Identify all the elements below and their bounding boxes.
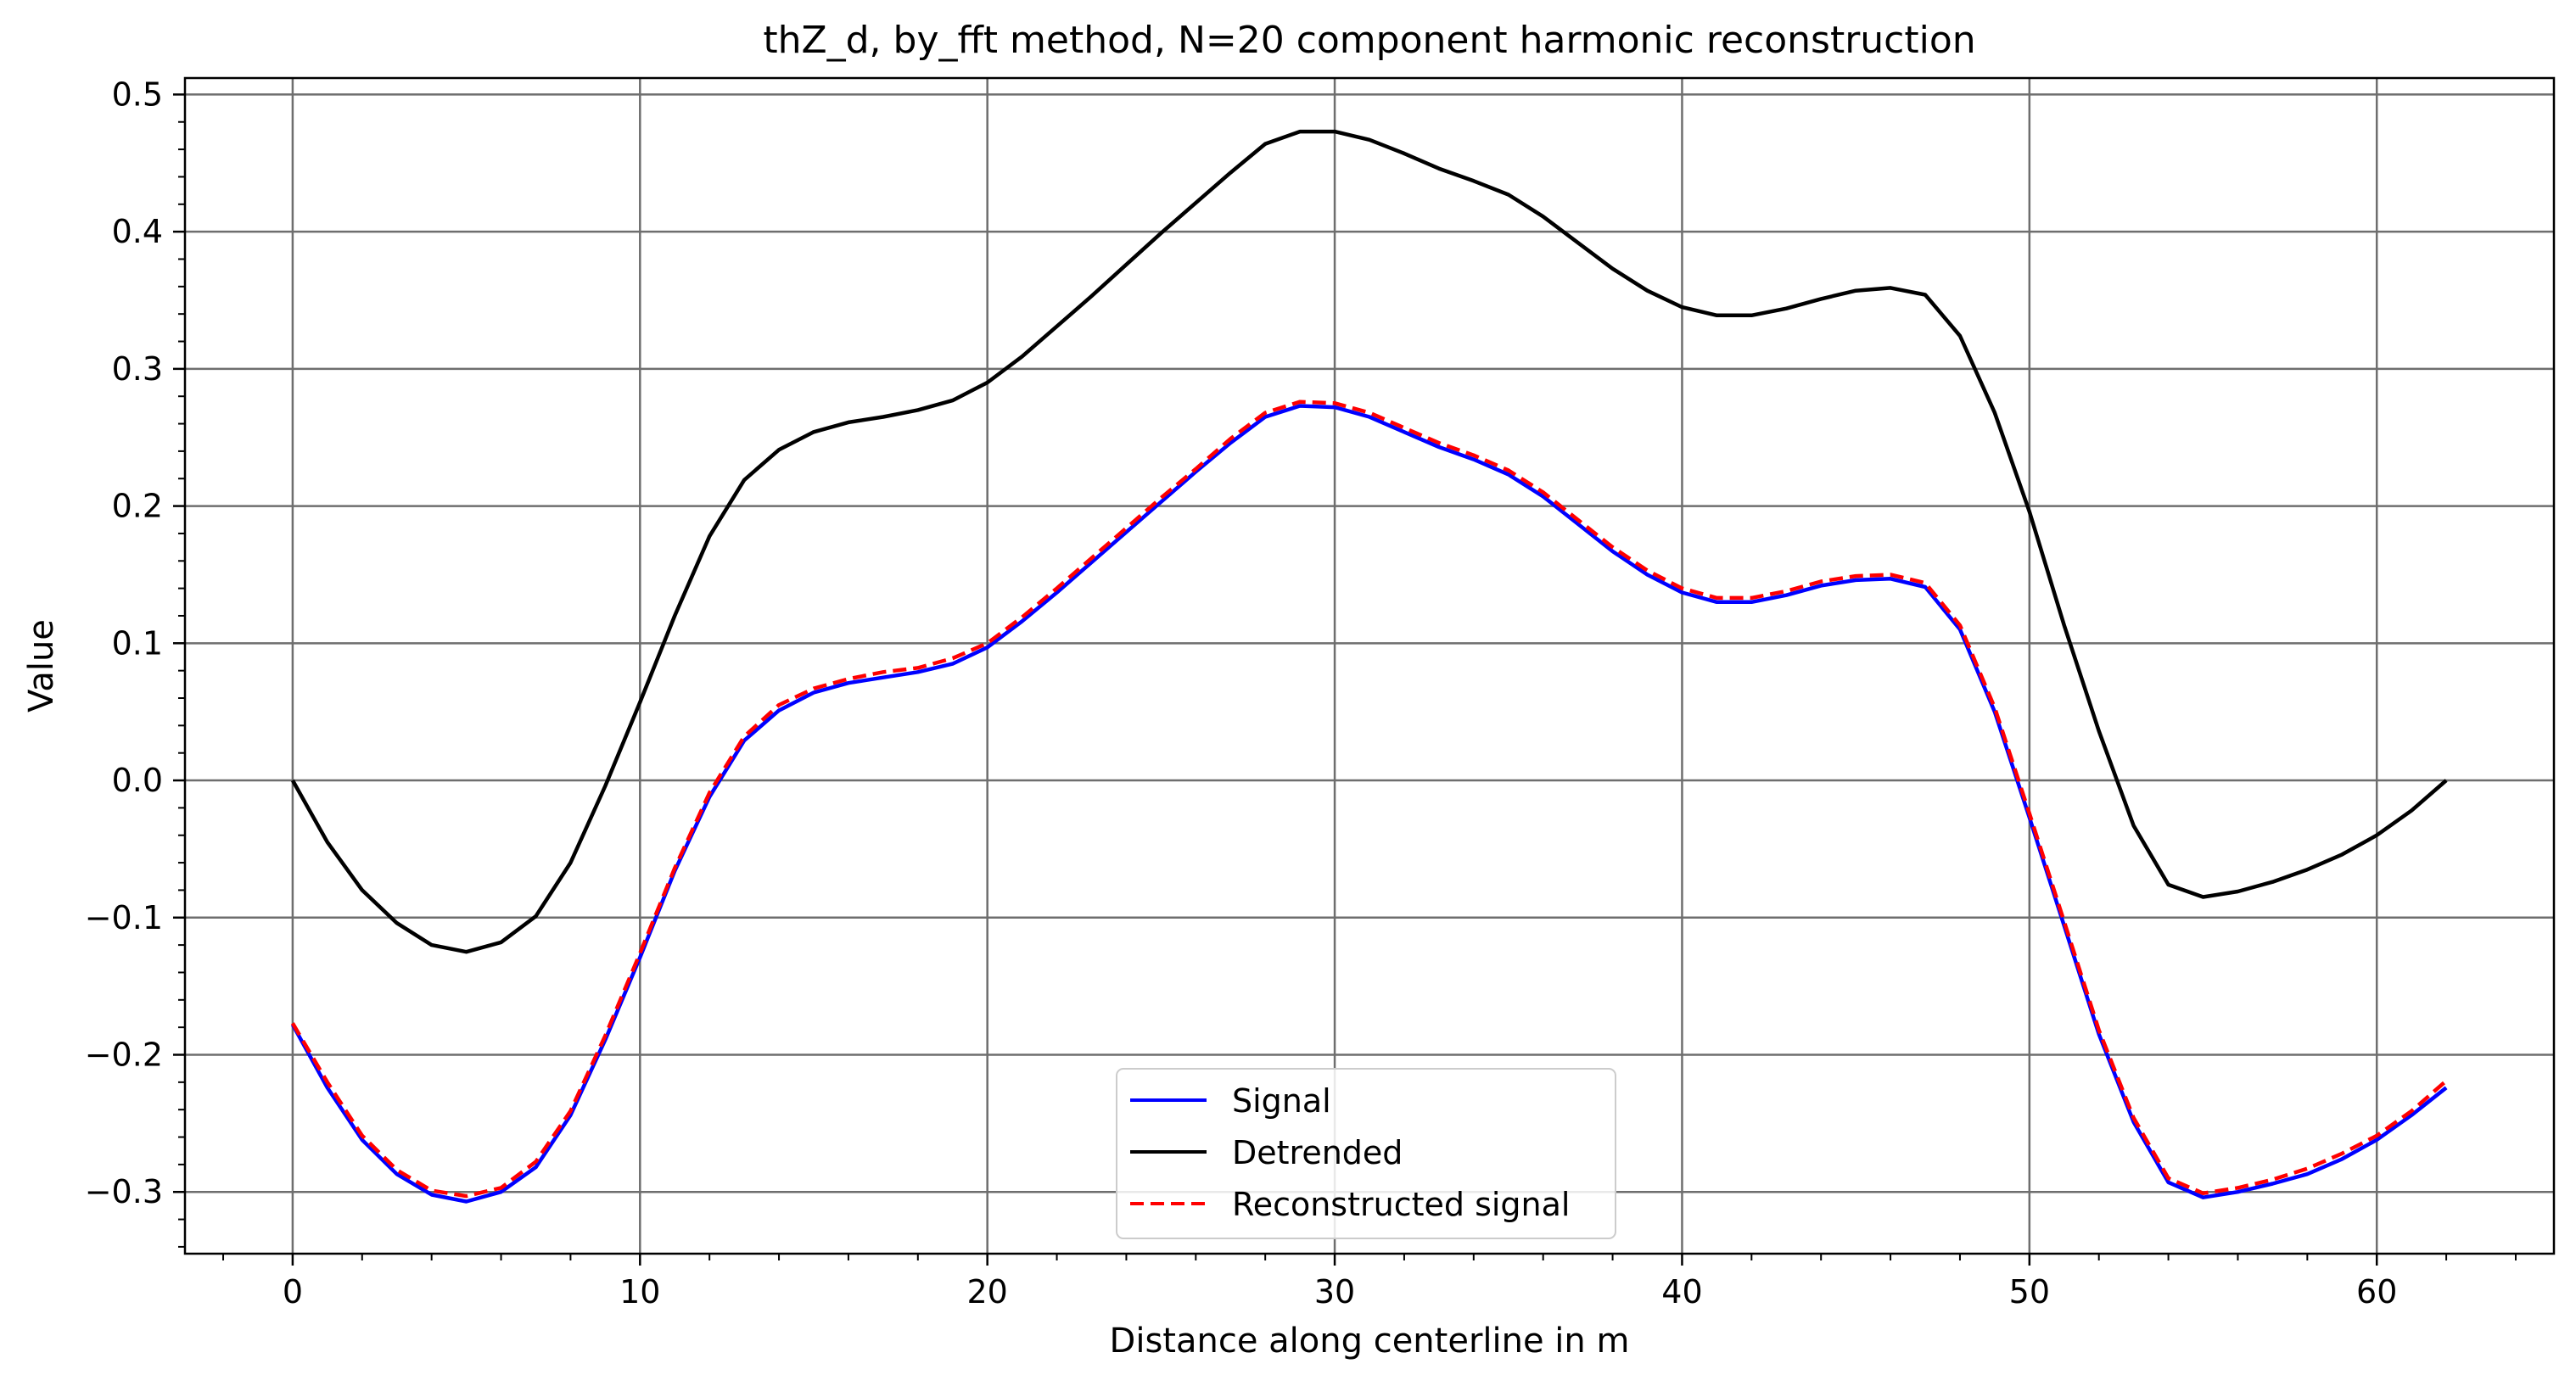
y-tick-label: 0.1 <box>112 624 163 662</box>
legend: Signal Detrended Reconstructed signal <box>1116 1068 1616 1239</box>
grid <box>185 78 2554 1254</box>
y-tick-label: −0.1 <box>85 899 163 936</box>
chart-title: thZ_d, by_fft method, N=20 component har… <box>763 19 1975 62</box>
y-axis: −0.3 −0.2 −0.1 0.0 0.1 0.2 0.3 0.4 0.5 <box>85 75 185 1210</box>
legend-label-signal: Signal <box>1232 1082 1331 1120</box>
x-tick-label: 0 <box>283 1273 303 1311</box>
minor-ticks <box>178 120 2517 1260</box>
plot-frame <box>183 76 2556 1255</box>
y-tick-label: −0.2 <box>85 1036 163 1073</box>
y-tick-label: 0.4 <box>112 213 163 250</box>
y-tick-label: 0.0 <box>112 762 163 799</box>
y-axis-label: Value <box>22 619 61 713</box>
x-tick-label: 50 <box>2009 1273 2050 1311</box>
x-axis: 0 10 20 30 40 50 60 <box>283 1254 2397 1311</box>
y-tick-label: −0.3 <box>85 1173 163 1210</box>
legend-label-reconstructed: Reconstructed signal <box>1232 1186 1570 1223</box>
x-axis-label: Distance along centerline in m <box>1110 1322 1630 1361</box>
series-line-detrended <box>290 129 2448 954</box>
x-tick-label: 10 <box>619 1273 660 1311</box>
legend-box <box>1116 1068 1616 1239</box>
x-tick-label: 30 <box>1314 1273 1355 1311</box>
series-line-reconstructed-signal <box>290 400 2448 1199</box>
series-layer <box>290 129 2448 1204</box>
x-tick-label: 20 <box>966 1273 1007 1311</box>
y-tick-label: 0.3 <box>112 350 163 388</box>
y-tick-label: 0.2 <box>112 488 163 525</box>
y-tick-label: 0.5 <box>112 75 163 113</box>
legend-label-detrended: Detrended <box>1232 1134 1403 1171</box>
x-tick-label: 60 <box>2356 1273 2397 1311</box>
x-tick-label: 40 <box>1661 1273 1702 1311</box>
